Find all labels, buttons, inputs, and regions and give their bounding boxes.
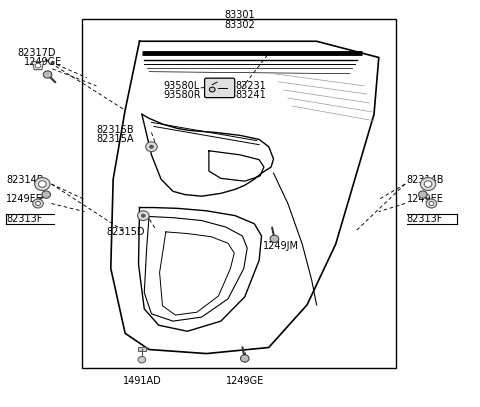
Circle shape: [38, 181, 46, 187]
Text: 93580R: 93580R: [163, 90, 201, 100]
Circle shape: [36, 201, 40, 206]
Circle shape: [35, 63, 41, 68]
Bar: [138, 347, 146, 351]
Text: 82315A: 82315A: [96, 133, 134, 144]
Circle shape: [270, 235, 279, 243]
Text: 82315B: 82315B: [96, 125, 134, 135]
Text: 83241: 83241: [235, 90, 266, 100]
Text: 1249GE: 1249GE: [24, 57, 62, 67]
Text: 83302: 83302: [225, 20, 255, 30]
Circle shape: [209, 87, 215, 92]
Text: 83231: 83231: [235, 81, 266, 91]
Circle shape: [240, 355, 249, 362]
Circle shape: [419, 191, 427, 198]
Bar: [82, 19, 396, 368]
Circle shape: [426, 199, 437, 208]
Text: 1249JM: 1249JM: [263, 241, 299, 251]
Circle shape: [138, 211, 149, 221]
Circle shape: [424, 181, 432, 187]
Text: 1249EE: 1249EE: [407, 195, 444, 204]
Circle shape: [429, 201, 434, 206]
FancyBboxPatch shape: [204, 78, 235, 98]
Circle shape: [138, 357, 146, 363]
Circle shape: [420, 177, 436, 190]
Text: 1491AD: 1491AD: [122, 376, 161, 386]
Circle shape: [33, 199, 43, 208]
Text: 82314B: 82314B: [6, 175, 44, 185]
Text: 93580L: 93580L: [163, 81, 200, 91]
Text: 1249EE: 1249EE: [6, 195, 43, 204]
Circle shape: [146, 142, 157, 151]
Text: 82315D: 82315D: [106, 227, 144, 237]
Text: 82313F: 82313F: [6, 214, 43, 224]
Circle shape: [43, 71, 52, 78]
Circle shape: [42, 191, 50, 198]
Text: 82314B: 82314B: [407, 175, 444, 185]
Text: 82317D: 82317D: [17, 48, 56, 59]
Circle shape: [150, 145, 154, 148]
Text: 82313F: 82313F: [407, 214, 443, 224]
Text: 83301: 83301: [225, 10, 255, 20]
Circle shape: [142, 214, 145, 217]
Text: 1249GE: 1249GE: [226, 376, 264, 386]
Circle shape: [35, 177, 50, 190]
